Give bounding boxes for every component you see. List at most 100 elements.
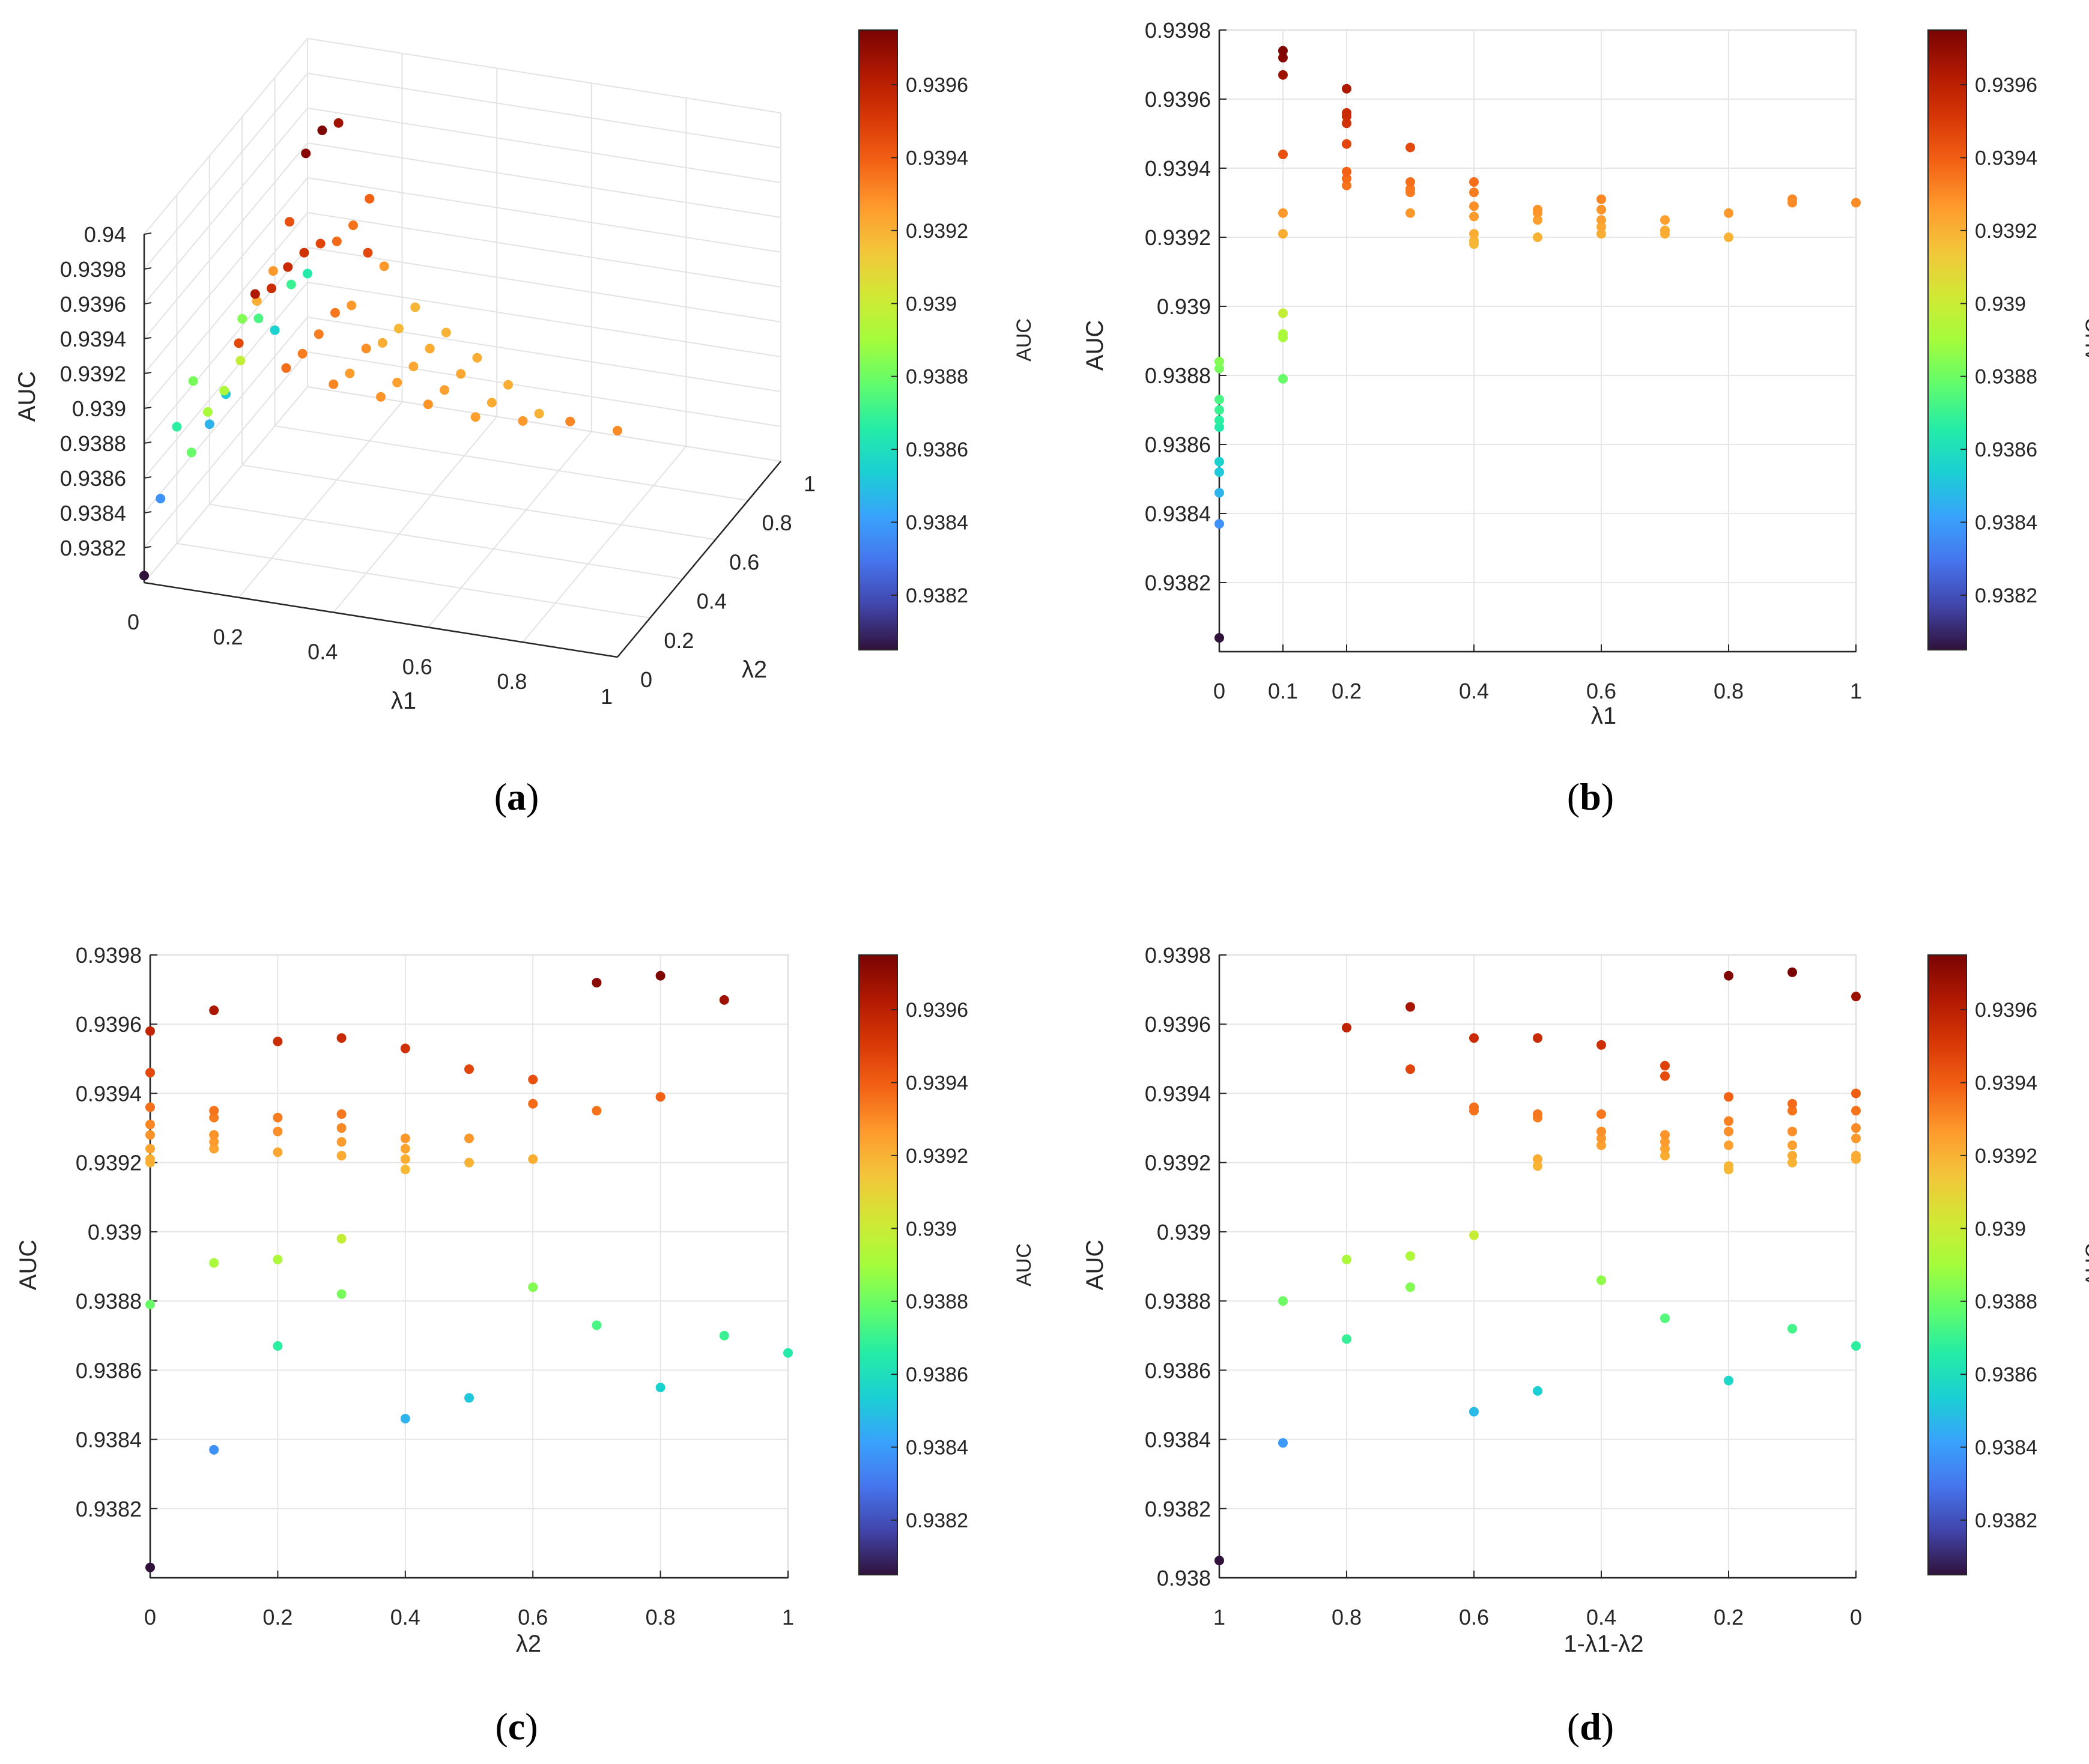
caption-c: (c): [495, 1705, 538, 1748]
colorbar-tick-label: 0.939: [1975, 1217, 2026, 1240]
data-point: [377, 338, 387, 348]
wall-grid: [144, 73, 308, 270]
data-point: [330, 308, 340, 318]
y-tick-label: 0.9382: [1145, 571, 1211, 595]
data-point: [219, 386, 229, 396]
data-points: [1214, 46, 1861, 643]
data-point: [145, 1130, 155, 1140]
y-tick-label: 0: [640, 667, 652, 692]
data-point: [1214, 363, 1224, 374]
data-point: [317, 126, 327, 135]
data-point: [268, 266, 278, 276]
data-point: [1469, 1230, 1479, 1240]
data-point: [336, 1109, 347, 1120]
caption-d: (d): [1566, 1705, 1615, 1748]
y-tick-label: 0.9384: [1145, 502, 1211, 526]
z-tick: [144, 511, 152, 514]
data-point: [1405, 177, 1415, 187]
x-tick-label: 0.6: [402, 654, 432, 679]
data-point: [209, 1444, 219, 1455]
data-point: [1724, 1161, 1733, 1171]
x-tick-label: 1: [601, 684, 613, 709]
data-point: [188, 376, 198, 386]
x-tick-label: 0.4: [390, 1605, 420, 1629]
data-point: [1787, 198, 1797, 208]
tick-labels: 1 0.8 0.6 0.4 0.2 0 0.938 0.9382 0.9384 0.9386 0.9…: [1145, 943, 1862, 1629]
colorbar-label: AUC: [1013, 1243, 1035, 1287]
colorbar-tick-label: 0.9382: [906, 584, 968, 607]
colorbar-tick-label: 0.9388: [906, 1291, 968, 1314]
data-point: [329, 379, 339, 389]
data-point: [1278, 1438, 1288, 1448]
y-tick-label: 0.9384: [76, 1428, 142, 1452]
data-point: [1596, 222, 1606, 232]
data-point: [592, 1106, 602, 1116]
x-tick-label: 0.6: [1586, 679, 1616, 703]
data-point: [400, 1133, 410, 1144]
data-point: [1278, 70, 1288, 80]
wall-grid: [307, 247, 781, 323]
data-point: [1596, 1275, 1606, 1285]
data-point: [204, 419, 214, 429]
data-point: [456, 369, 466, 379]
data-point: [400, 1413, 410, 1423]
data-point: [186, 447, 196, 458]
colorbar-tick-label: 0.9382: [906, 1509, 968, 1532]
wall-grid: [307, 38, 781, 114]
data-point: [1214, 415, 1224, 425]
data-point: [1533, 1109, 1542, 1120]
data-point: [1469, 1407, 1479, 1417]
x-tick-label: 0.2: [1714, 1605, 1744, 1629]
wall-grid: [144, 317, 308, 514]
data-point: [1724, 971, 1733, 981]
wall-grid: [307, 212, 781, 288]
data-point: [1214, 357, 1224, 366]
colorbar-tick-label: 0.9394: [1975, 1071, 2037, 1094]
y-tick-label: 0.9394: [1145, 1081, 1211, 1106]
data-point: [518, 416, 528, 426]
z-tick-label: 0.9386: [60, 466, 126, 491]
data-point: [1660, 1313, 1670, 1323]
colorbar-label: AUC: [2082, 318, 2089, 362]
panel-d-chart: 1 0.8 0.6 0.4 0.2 0 0.938 0.9382 0.9384 0.9386 0.9…: [1082, 943, 1862, 1657]
axis-label-y: λ2: [742, 656, 767, 683]
data-point: [139, 571, 149, 581]
data-point: [783, 1348, 793, 1358]
data-point: [145, 1120, 155, 1130]
colorbar-tick-label: 0.939: [906, 292, 957, 315]
3d-grid: [143, 38, 781, 658]
z-tick: [144, 441, 152, 444]
data-point: [1405, 1251, 1415, 1261]
z-tick-label: 0.9388: [60, 431, 126, 456]
data-point: [1596, 229, 1606, 239]
floor-grid: [428, 431, 592, 628]
data-point: [1851, 1151, 1861, 1161]
data-point: [655, 971, 666, 981]
data-point: [1469, 235, 1479, 246]
data-point: [314, 329, 324, 339]
data-point: [392, 377, 402, 387]
floor-grid: [274, 425, 748, 502]
colorbar-tick-label: 0.9392: [1975, 1145, 2037, 1168]
tick-labels: 0 0.1 0.2 0.4 0.6 0.8 1 0.9382 0.9384 0.9386 0.938…: [1145, 18, 1862, 703]
data-point: [234, 338, 244, 348]
colorbar-gradient: [1927, 954, 1967, 1575]
panel-b-chart: 0 0.1 0.2 0.4 0.6 0.8 1 0.9382 0.9384 0.9386 0.938…: [1082, 18, 1862, 729]
data-point: [145, 1562, 155, 1572]
wall-grid: [144, 282, 308, 479]
data-point: [286, 279, 296, 289]
data-point: [237, 314, 247, 324]
data-point: [345, 368, 355, 378]
data-point: [1596, 205, 1606, 214]
data-point: [379, 261, 389, 271]
colorbar-tick-label: 0.9382: [1975, 1509, 2037, 1532]
data-point: [1787, 1157, 1797, 1168]
data-point: [565, 416, 575, 426]
axis-label-x: λ2: [516, 1631, 541, 1657]
data-point: [1787, 1324, 1797, 1334]
wall-grid: [144, 386, 308, 583]
data-point: [1724, 1140, 1733, 1150]
data-point: [1342, 174, 1351, 184]
data-point: [336, 1234, 347, 1244]
colorbar-tick-label: 0.9386: [906, 1363, 968, 1386]
